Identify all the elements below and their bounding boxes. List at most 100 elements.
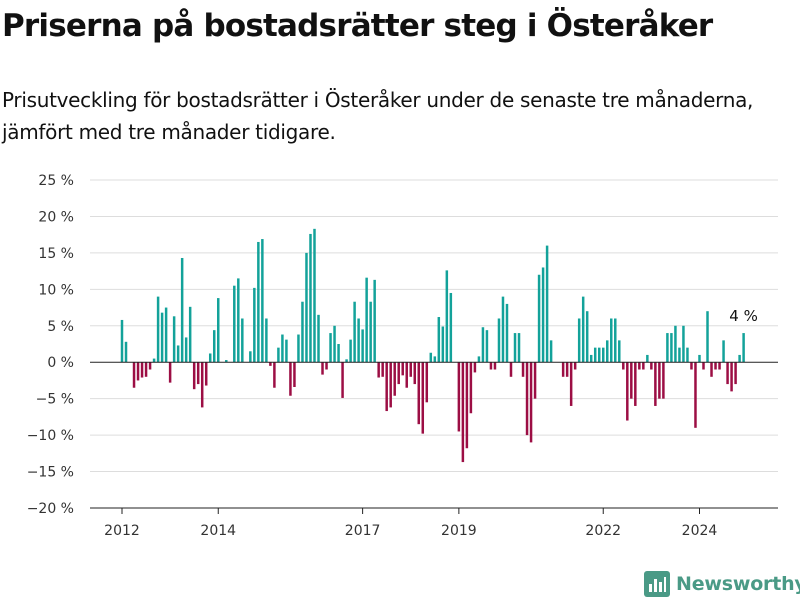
bar [337, 344, 340, 363]
bar [473, 362, 477, 373]
y-tick-label: −10 % [27, 428, 74, 444]
bar [196, 362, 200, 385]
bar [217, 298, 220, 363]
x-tick-label: 2019 [441, 523, 477, 539]
bar [654, 362, 657, 406]
bar [517, 333, 521, 363]
bar [589, 354, 593, 363]
bar [373, 279, 376, 363]
bars [120, 228, 745, 463]
y-tick-label: 15 % [38, 246, 74, 262]
bar [132, 362, 136, 388]
bar [144, 362, 148, 377]
bar [521, 362, 525, 377]
bar [734, 362, 737, 385]
bar [321, 362, 324, 375]
bar [204, 362, 208, 386]
bar [477, 356, 481, 363]
bar [638, 362, 641, 370]
y-tick-label: 10 % [38, 282, 74, 298]
bar [674, 325, 677, 363]
bar [188, 306, 192, 363]
bar [489, 362, 493, 370]
bar [301, 301, 304, 363]
bar [289, 362, 292, 396]
bar [421, 362, 425, 434]
bar [120, 319, 124, 363]
bar [602, 347, 605, 363]
bar [124, 341, 128, 363]
bar [622, 362, 625, 370]
bar [365, 277, 368, 363]
x-tick-label: 2014 [200, 523, 236, 539]
bar [513, 333, 517, 363]
bar [325, 362, 328, 370]
bar [678, 347, 681, 363]
bar [225, 360, 228, 363]
bar [233, 285, 236, 363]
bar [429, 352, 433, 363]
bar [493, 362, 497, 370]
annotations: 4 % [729, 307, 758, 325]
bar [485, 330, 489, 363]
bar [176, 345, 180, 363]
bar [658, 362, 661, 399]
bar [469, 362, 473, 414]
bar [509, 362, 513, 377]
bar [397, 362, 400, 385]
bar [730, 362, 733, 392]
bar [140, 362, 144, 378]
bar [561, 362, 565, 377]
bar [714, 362, 717, 370]
bar [738, 354, 741, 363]
bar [461, 362, 465, 463]
bar [305, 252, 308, 363]
bar [642, 362, 645, 370]
bar [389, 362, 392, 408]
bar [541, 267, 545, 363]
y-tick-label: 0 % [47, 355, 74, 371]
bar [533, 362, 537, 399]
bar-chart: 25 % 20 % 15 % 10 % 5 % 0 % −5 % −10 % −15 % −20 … [27, 173, 778, 539]
bar [253, 287, 256, 363]
bar [722, 340, 725, 363]
bar [646, 354, 649, 363]
bar [237, 278, 240, 363]
bar [184, 337, 188, 363]
x-tick-label: 2022 [585, 523, 621, 539]
bar [425, 362, 429, 403]
bar [630, 362, 633, 399]
chart-title: Priserna på bostadsrätter steg i Österåk… [2, 8, 713, 44]
bar [345, 359, 348, 363]
x-axis-labels: 2012 2014 2017 2019 2022 2024 [104, 508, 717, 539]
bar [385, 362, 388, 412]
bar [369, 301, 372, 363]
bar [569, 362, 573, 406]
bar [433, 356, 437, 363]
y-tick-label: −20 % [27, 501, 74, 517]
bar [349, 339, 352, 363]
bar [393, 362, 396, 396]
bar [200, 362, 204, 408]
bar [694, 362, 697, 428]
bar [581, 296, 585, 363]
bar [593, 347, 597, 363]
bar [606, 340, 609, 363]
bar [610, 318, 613, 363]
bar [525, 362, 529, 436]
bar [670, 333, 673, 363]
y-tick-label: −15 % [27, 465, 74, 481]
last-value-annotation: 4 % [729, 307, 758, 325]
bar [702, 362, 705, 370]
bar [265, 318, 268, 363]
bar [597, 347, 601, 363]
y-tick-label: 5 % [47, 319, 74, 335]
bar [726, 362, 729, 385]
bar [549, 340, 553, 363]
bar [565, 362, 569, 377]
bar [650, 362, 653, 370]
bar [437, 317, 441, 363]
bar [269, 362, 272, 366]
bar [626, 362, 629, 421]
bar [614, 318, 617, 363]
